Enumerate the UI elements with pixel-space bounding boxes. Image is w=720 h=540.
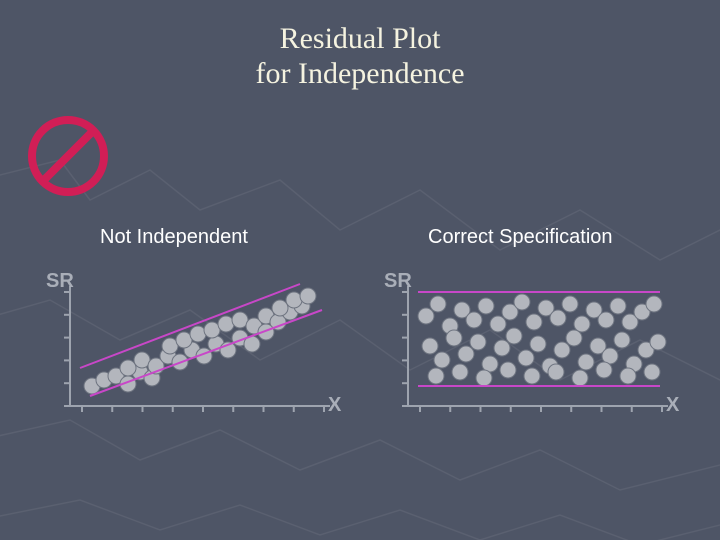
x-axis-label-left: X (328, 394, 341, 417)
chart-not-independent: SR X (52, 276, 352, 441)
y-axis-label-right: SR (384, 270, 412, 293)
chart-left-svg (52, 276, 352, 436)
title-line-2: for Independence (0, 57, 720, 92)
prohibit-icon (24, 112, 112, 205)
y-axis-label-left: SR (46, 270, 74, 293)
subtitle-not-independent: Not Independent (100, 226, 248, 249)
title-line-1: Residual Plot (0, 22, 720, 57)
chart-correct-specification: SR X (390, 276, 690, 441)
subtitle-correct-specification: Correct Specification (428, 226, 613, 249)
x-axis-label-right: X (666, 394, 679, 417)
page-title: Residual Plot for Independence (0, 0, 720, 91)
chart-right-svg (390, 276, 690, 436)
